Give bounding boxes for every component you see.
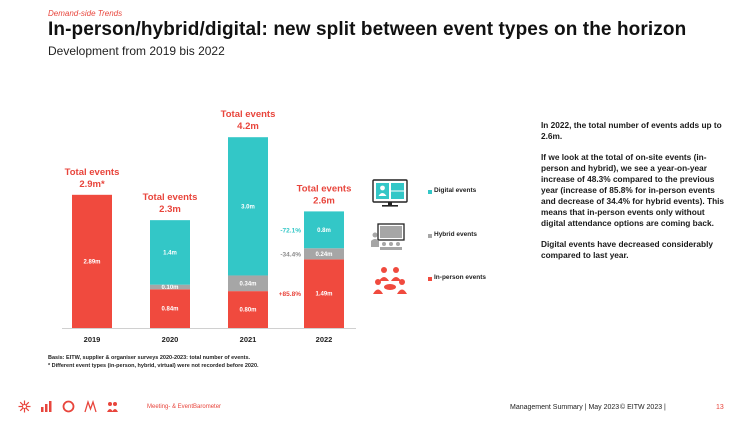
legend-swatch-hybrid [428,234,432,238]
total-value-2021: 4.2m [237,121,259,132]
x-tick-2020: 2020 [162,335,179,344]
total-label-2022: Total events [297,183,352,194]
presenter-audience-icon [371,223,405,250]
bar-label-2021-1: 0.34m [239,281,256,287]
legend-item-digital: Digital events [370,178,530,208]
bar-2022-0 [304,259,344,328]
bar-label-2022-0: 1.49m [315,292,332,298]
source-note-basis: Basis: EITW, supplier & organiser survey… [48,355,251,361]
legend-label-in-person: In-person events [434,274,487,281]
page-subtitle: Development from 2019 bis 2022 [48,44,225,58]
bar-label-2020-1: 0.10m [161,285,178,291]
total-label-2020: Total events [143,192,198,203]
x-tick-2022: 2022 [316,335,333,344]
commentary-paragraph-1: In 2022, the total number of events adds… [541,120,722,141]
change-label-2: +85.8% [279,291,301,298]
footer-report-label: Management Summary | May 2023 [510,404,620,411]
total-value-2022: 2.6m [313,195,335,206]
change-label-0: -72.1% [280,227,301,234]
total-value-2020: 2.3m [159,204,181,215]
people-icon [106,400,119,413]
bar-2021-0 [228,291,268,328]
bar-label-2022-2: 0.8m [317,228,331,234]
source-note: Basis: EITW, supplier & organiser survey… [48,355,259,370]
monitor-video-call-icon [372,179,408,207]
commentary-paragraph-3: Digital events have decreased considerab… [541,239,714,260]
footer-copyright: © EITW 2023 | [620,404,666,411]
bar-2020-0 [150,289,190,328]
bar-label-2019-0: 2.89m [83,259,100,265]
bar-2020-1 [150,284,190,290]
bar-2021-2 [228,137,268,276]
bar-2022-2 [304,211,344,249]
commentary-paragraph-2: If we look at the total of on-site event… [541,152,725,228]
legend-item-hybrid: Hybrid events [370,222,530,252]
bar-label-2021-2: 3.0m [241,204,255,210]
x-tick-2019: 2019 [84,335,101,344]
bar-2020-2 [150,220,190,285]
source-note-footnote: * Different event types (in-person, hybr… [48,362,259,369]
bar-label-2020-2: 1.4m [163,250,177,256]
change-label-1: -34.4% [280,251,301,258]
sparkle-icon [18,400,31,413]
legend-label-digital: Digital events [434,187,477,194]
ring-icon [62,400,75,413]
page-title: In-person/hybrid/digital: new split betw… [48,19,687,40]
bar-2019-0 [72,194,112,328]
bar-label-2021-0: 0.80m [239,308,256,314]
x-tick-2021: 2021 [240,335,257,344]
legend-swatch-digital [428,190,432,194]
section-kicker: Demand-side Trends [48,9,123,18]
commentary-panel: In 2022, the total number of events adds… [541,120,726,271]
legend-label-hybrid: Hybrid events [434,231,477,238]
bar-2021-1 [228,275,268,292]
total-label-2021: Total events [221,109,276,120]
total-label-2019: Total events [65,167,120,178]
pillars-icon [84,399,97,413]
bar-2022-1 [304,248,344,260]
legend-item-in-person: In-person events [370,265,530,295]
page-number: 13 [716,404,724,411]
people-group-icon [373,267,407,294]
brand-logo-text: Meeting- & EventBarometer [147,404,222,410]
total-value-2019: 2.9m* [79,179,105,190]
legend-swatch-in-person [428,277,432,281]
chart-icon [40,400,53,413]
bar-label-2022-1: 0.24m [315,252,332,258]
bar-label-2020-0: 0.84m [161,307,178,313]
